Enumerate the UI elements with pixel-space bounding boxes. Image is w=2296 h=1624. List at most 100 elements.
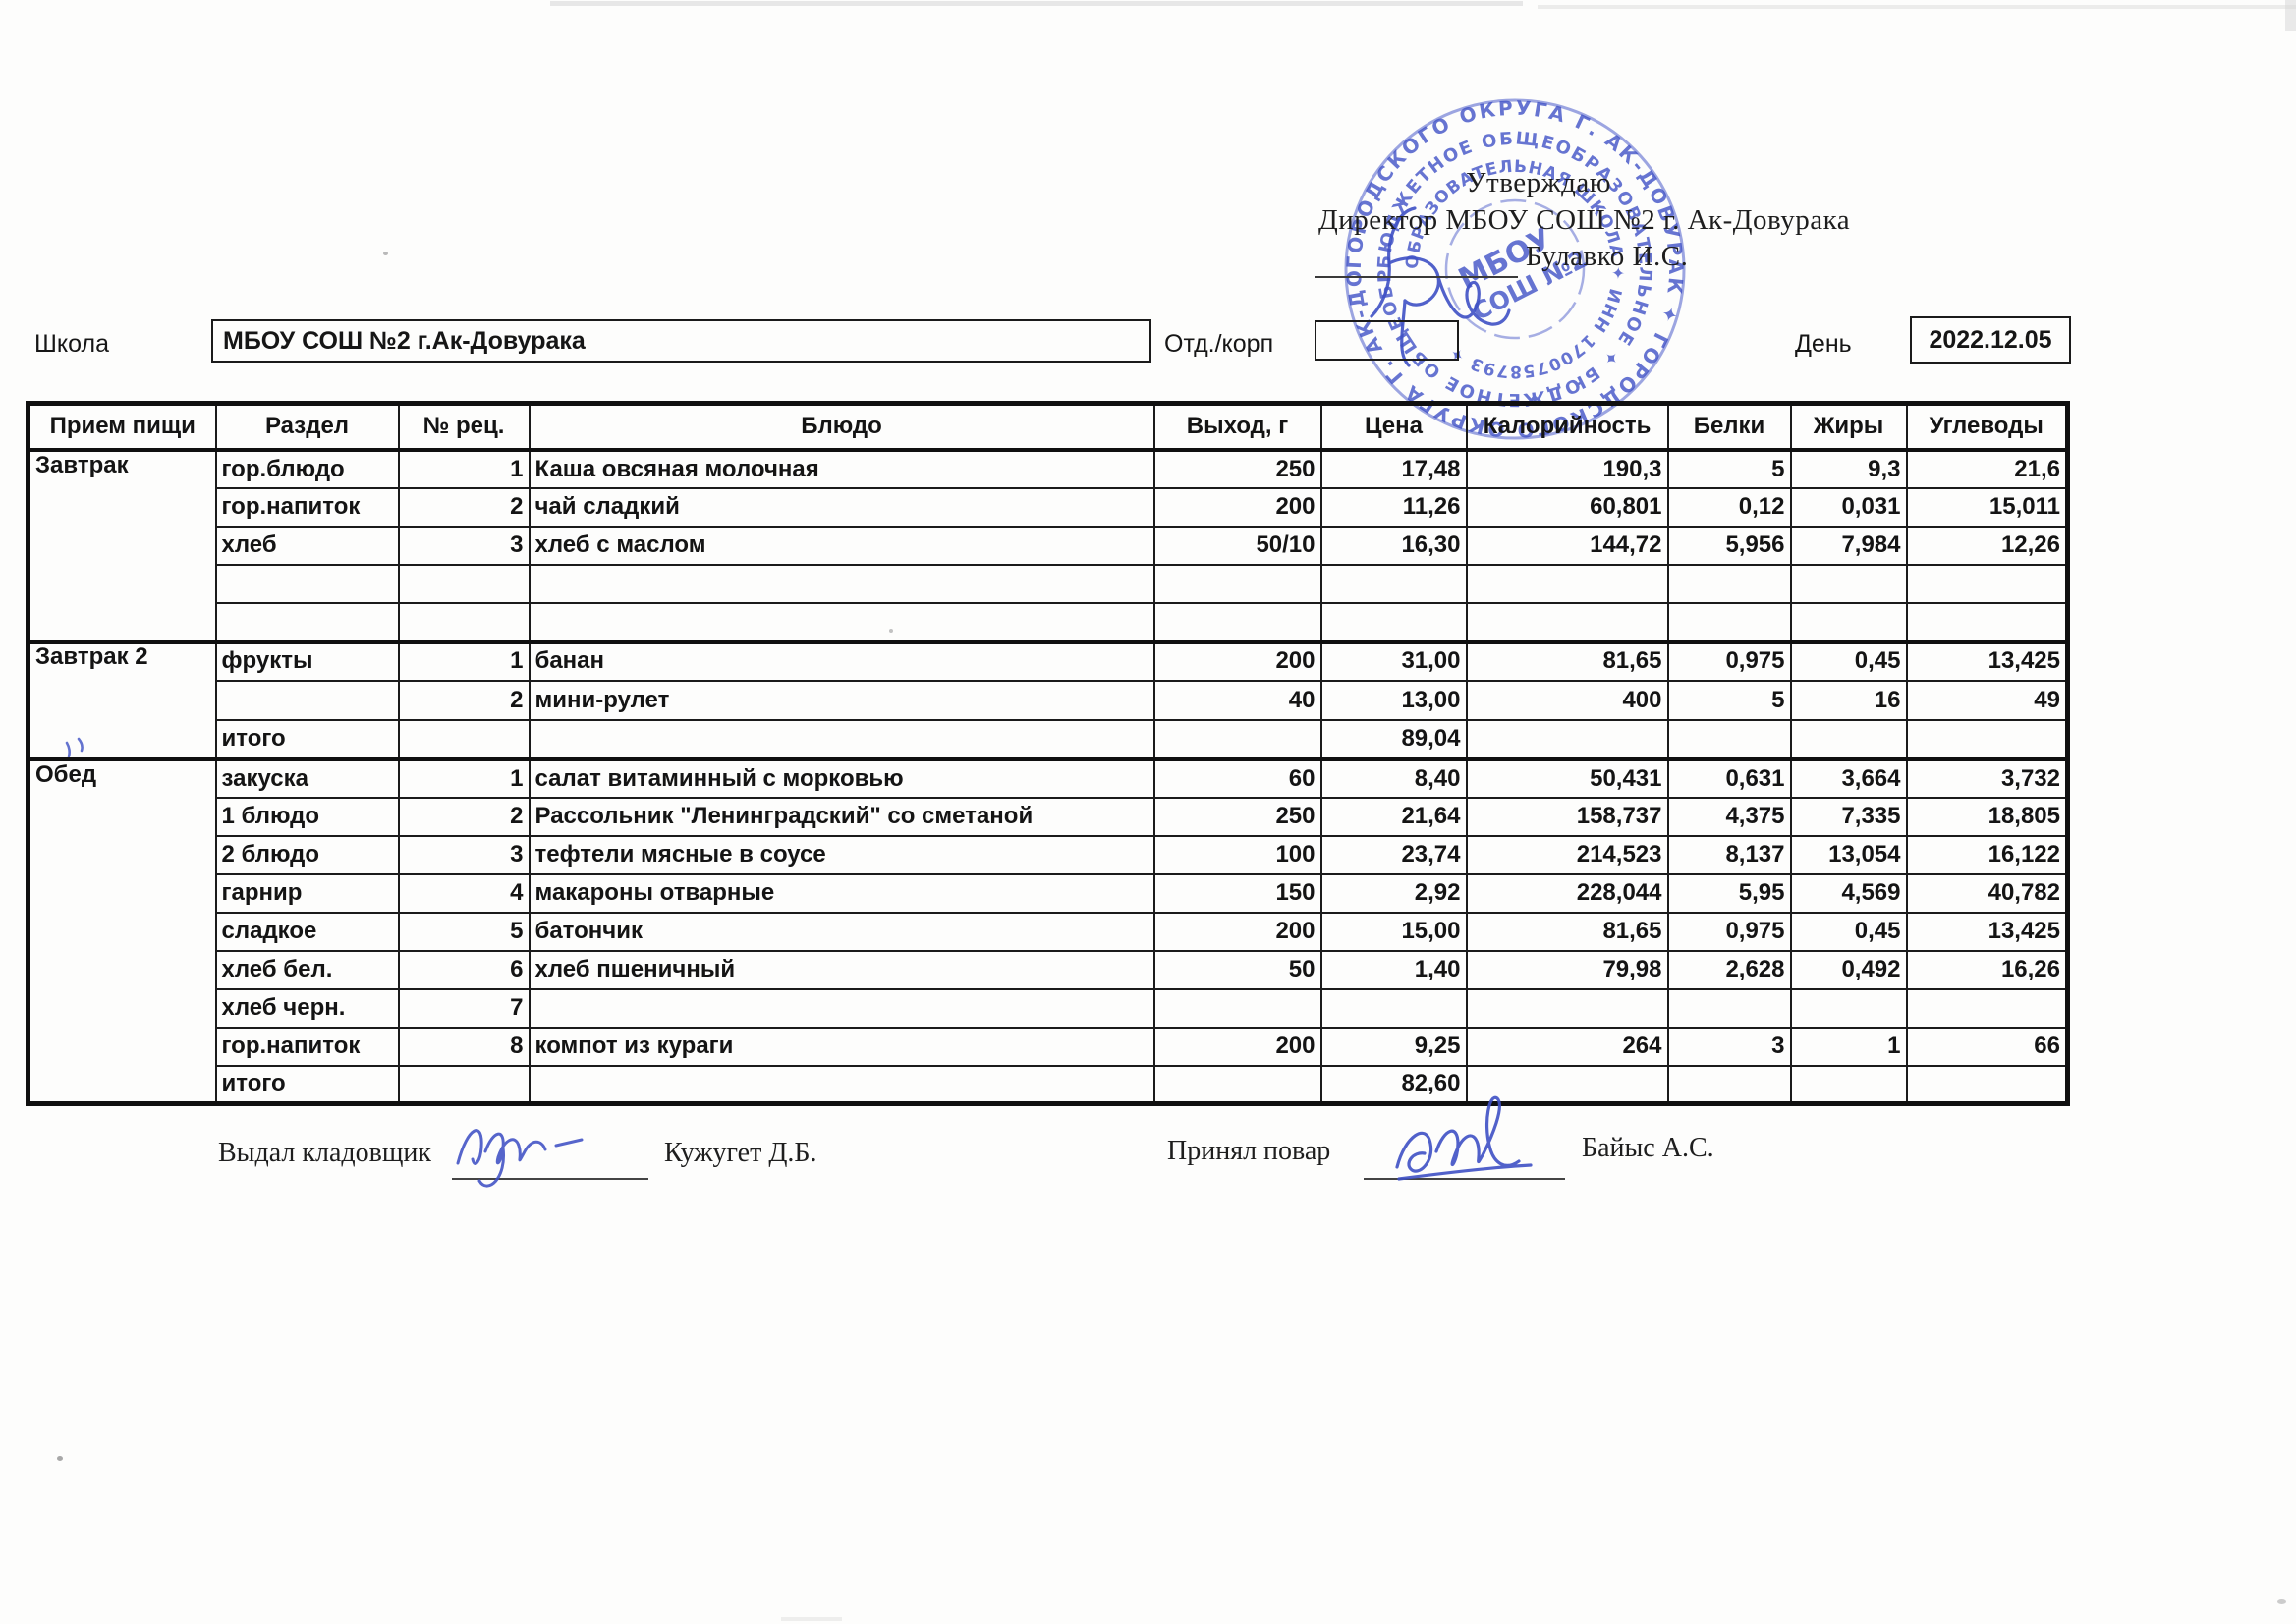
price-cell: 31,00 <box>1319 639 1468 682</box>
carbs-cell: 49 <box>1905 679 2069 721</box>
protein-cell: 0,975 <box>1666 639 1792 682</box>
dept-value-box <box>1315 320 1459 361</box>
section-cell: гор.напиток <box>214 486 400 528</box>
storekeeper-signature <box>456 1129 584 1188</box>
price-cell: 17,48 <box>1319 447 1468 489</box>
recipe-number-cell: 2 <box>397 486 531 528</box>
calories-cell: 190,3 <box>1465 447 1669 489</box>
fat-cell <box>1789 718 1908 760</box>
dish-cell: тефтели мясные в соусе <box>528 834 1155 875</box>
price-cell: 9,25 <box>1319 1026 1468 1067</box>
scan-speck <box>57 1456 63 1461</box>
section-cell: итого <box>214 1064 400 1105</box>
approval-director-line: Директор МБОУ СОШ №2 г. Ак-Довурака <box>1318 204 1851 236</box>
carbs-cell <box>1905 987 2069 1029</box>
table-row: сладкое 5 батончик 200 15,00 81,65 0,975 0,45 13… <box>28 911 2069 952</box>
table-row: гарнир 4 макароны отварные 150 2,92 228,044 5,… <box>28 872 2069 914</box>
carbs-cell: 40,782 <box>1905 872 2069 914</box>
price-cell: 21,64 <box>1319 796 1468 837</box>
carbs-cell <box>1905 601 2069 643</box>
dish-cell: Каша овсяная молочная <box>528 447 1155 489</box>
section-cell <box>214 679 400 721</box>
carbs-cell: 3,732 <box>1905 756 2069 799</box>
price-cell: 89,04 <box>1319 718 1468 760</box>
output-cell: 100 <box>1152 834 1322 875</box>
section-cell: фрукты <box>214 639 400 682</box>
fat-cell: 0,45 <box>1789 639 1908 682</box>
school-value: МБОУ СОШ №2 г.Ак-Довурака <box>223 327 586 355</box>
carbs-cell <box>1905 563 2069 604</box>
price-cell: 23,74 <box>1319 834 1468 875</box>
carbs-cell: 66 <box>1905 1026 2069 1067</box>
fat-cell <box>1789 987 1908 1029</box>
recipe-number-cell: 2 <box>397 679 531 721</box>
dish-cell <box>528 718 1155 760</box>
protein-cell: 0,12 <box>1666 486 1792 528</box>
scan-artifact <box>550 1 1523 6</box>
fat-cell: 7,335 <box>1789 796 1908 837</box>
section-cell: итого <box>214 718 400 760</box>
carbs-cell: 21,6 <box>1905 447 2069 489</box>
output-cell: 150 <box>1152 872 1322 914</box>
protein-cell <box>1666 987 1792 1029</box>
calories-cell: 79,98 <box>1465 949 1669 990</box>
column-header: Жиры <box>1789 402 1908 452</box>
meal-cell: Завтрак <box>27 447 217 643</box>
protein-cell <box>1666 601 1792 643</box>
recipe-number-cell: 5 <box>397 911 531 952</box>
calories-cell: 50,431 <box>1465 756 1669 799</box>
carbs-cell: 18,805 <box>1905 796 2069 837</box>
protein-cell: 2,628 <box>1666 949 1792 990</box>
carbs-cell: 13,425 <box>1905 639 2069 682</box>
issued-by-label: Выдал кладовщик <box>218 1138 431 1168</box>
calories-cell: 264 <box>1465 1026 1669 1067</box>
protein-cell <box>1666 563 1792 604</box>
table-row: 2 мини-рулет 40 13,00 400 5 16 49 <box>28 679 2069 721</box>
day-value-box: 2022.12.05 <box>1910 316 2071 364</box>
output-cell <box>1152 1064 1322 1105</box>
output-cell: 200 <box>1152 639 1322 682</box>
received-by-name: Байыс А.С. <box>1582 1133 1714 1163</box>
fat-cell: 4,569 <box>1789 872 1908 914</box>
protein-cell: 5 <box>1666 447 1792 489</box>
protein-cell <box>1666 1064 1792 1105</box>
dish-cell: батончик <box>528 911 1155 952</box>
column-header: Раздел <box>214 402 400 452</box>
price-cell <box>1319 987 1468 1029</box>
recipe-number-cell: 1 <box>397 756 531 799</box>
recipe-number-cell: 1 <box>397 639 531 682</box>
section-cell <box>214 563 400 604</box>
scan-artifact <box>2285 0 2296 31</box>
calories-cell <box>1465 718 1669 760</box>
column-header: Углеводы <box>1905 402 2069 452</box>
calories-cell <box>1465 1064 1669 1105</box>
calories-cell: 214,523 <box>1465 834 1669 875</box>
table-row: хлеб черн. 7 <box>28 987 2069 1029</box>
column-header: Цена <box>1319 402 1468 452</box>
day-value: 2022.12.05 <box>1929 326 2052 354</box>
fat-cell: 9,3 <box>1789 447 1908 489</box>
day-label: День <box>1795 330 1852 358</box>
calories-cell: 228,044 <box>1465 872 1669 914</box>
table-row: итого 89,04 <box>28 718 2069 760</box>
scan-speck <box>383 252 388 255</box>
protein-cell: 5 <box>1666 679 1792 721</box>
calories-cell: 144,72 <box>1465 525 1669 566</box>
section-cell: гор.блюдо <box>214 447 400 489</box>
table-row <box>28 601 2069 643</box>
output-cell: 250 <box>1152 447 1322 489</box>
fat-cell: 0,031 <box>1789 486 1908 528</box>
section-cell: гарнир <box>214 872 400 914</box>
section-cell: закуска <box>214 756 400 799</box>
output-cell <box>1152 718 1322 760</box>
dish-cell: Рассольник "Ленинградский" со сметаной <box>528 796 1155 837</box>
fat-cell: 13,054 <box>1789 834 1908 875</box>
dish-cell: чай сладкий <box>528 486 1155 528</box>
section-cell: 1 блюдо <box>214 796 400 837</box>
column-header: Белки <box>1666 402 1792 452</box>
calories-cell <box>1465 601 1669 643</box>
column-header: Выход, г <box>1152 402 1322 452</box>
meal-cell: Завтрак 2 <box>27 639 217 760</box>
dish-cell <box>528 1064 1155 1105</box>
recipe-number-cell: 1 <box>397 447 531 489</box>
